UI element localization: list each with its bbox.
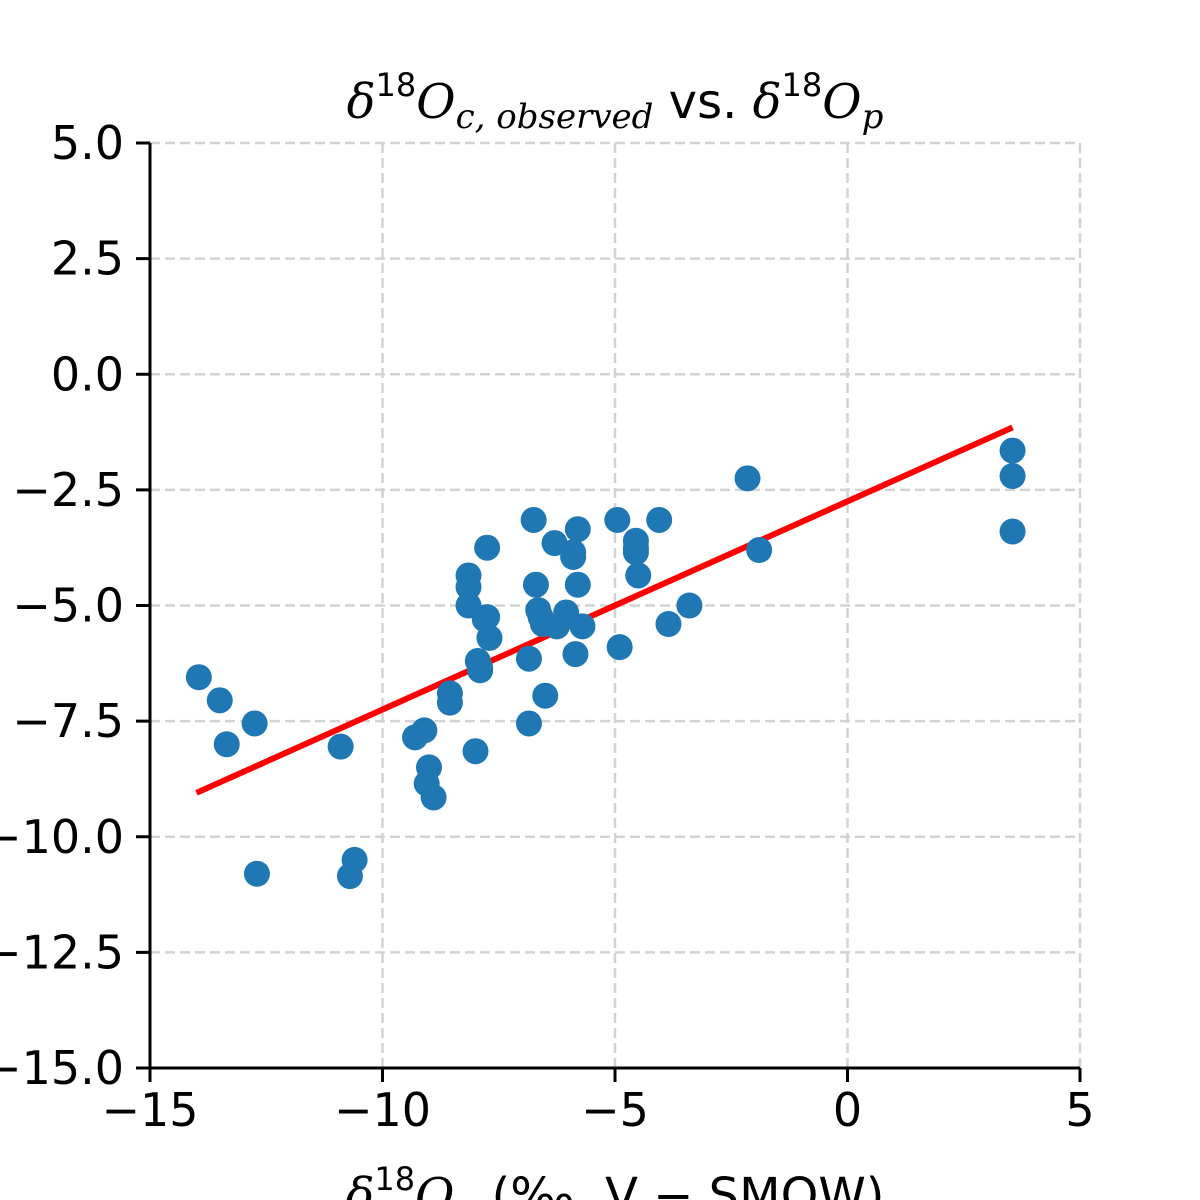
- data-point: [625, 562, 652, 589]
- title-o-1: O: [416, 74, 455, 130]
- title-sub-1: c, observed: [456, 97, 654, 137]
- data-point: [436, 689, 463, 716]
- data-point: [606, 634, 633, 661]
- data-point: [562, 641, 589, 668]
- data-points: [185, 437, 1026, 890]
- tick-marks: −15 −10 −5 0 5 5.0 2.5 0.0 −2.5 −5.0 −7.5 −10.0 −12.…: [0, 116, 1095, 1137]
- data-point: [999, 437, 1026, 464]
- data-point: [564, 516, 591, 543]
- data-point: [213, 731, 240, 758]
- data-point: [515, 645, 542, 672]
- data-point: [462, 738, 489, 765]
- data-point: [420, 784, 447, 811]
- title-sup-1: 18: [376, 66, 417, 104]
- fit-line-group: [195, 424, 1014, 796]
- data-point: [241, 710, 268, 737]
- data-point: [471, 606, 498, 633]
- y-tick-label: −15.0: [0, 1041, 124, 1095]
- xlabel-sub: p: [454, 1191, 476, 1200]
- data-point: [999, 463, 1026, 489]
- data-point: [676, 592, 703, 619]
- y-tick-label: 2.5: [51, 232, 124, 286]
- data-point: [569, 613, 596, 640]
- title-sub-2: p: [862, 97, 884, 137]
- title-delta-2: δ: [753, 74, 782, 130]
- xlabel-delta: δ: [345, 1168, 374, 1200]
- data-point: [206, 687, 233, 714]
- data-point: [327, 733, 354, 760]
- title-vs: vs.: [653, 74, 752, 130]
- xlabel-o: O: [415, 1168, 454, 1200]
- data-point: [564, 571, 591, 598]
- x-tick-label: −15: [101, 1083, 198, 1137]
- xlabel-rest: (‰, V − SMOW): [476, 1168, 884, 1200]
- y-tick-label: −5.0: [12, 579, 124, 633]
- data-point: [622, 534, 649, 561]
- y-tick-label: 5.0: [51, 116, 124, 170]
- y-tick-label: −10.0: [0, 810, 124, 864]
- data-point: [474, 534, 501, 561]
- y-tick-label: −7.5: [12, 694, 124, 748]
- x-axis-label: δ18Op (‰, V − SMOW): [345, 1160, 884, 1200]
- data-point: [520, 506, 547, 533]
- x-tick-label: 5: [1065, 1083, 1094, 1137]
- data-point: [734, 465, 761, 492]
- data-point: [746, 537, 773, 563]
- data-point: [646, 506, 673, 533]
- title-sup-2: 18: [782, 66, 823, 104]
- x-tick-label: 0: [833, 1083, 862, 1137]
- y-tick-label: −12.5: [0, 925, 124, 979]
- grid-lines: [148, 141, 1082, 1070]
- title-o-2: O: [822, 74, 861, 130]
- data-point: [515, 710, 542, 737]
- title-delta-1: δ: [347, 74, 376, 130]
- chart-title: δ18Oc, observed vs. δ18Op: [347, 66, 884, 137]
- data-point: [341, 846, 368, 873]
- x-tick-label: −5: [581, 1083, 649, 1137]
- data-point: [467, 657, 494, 684]
- y-tick-label: 0.0: [51, 347, 124, 401]
- data-point: [655, 611, 682, 637]
- data-point: [243, 860, 270, 887]
- data-point: [455, 574, 482, 600]
- data-point: [185, 664, 212, 691]
- data-point: [999, 518, 1026, 545]
- data-point: [522, 571, 549, 598]
- x-tick-label: −10: [334, 1083, 431, 1137]
- data-point: [532, 682, 559, 709]
- data-point: [560, 539, 587, 566]
- data-point: [411, 717, 438, 744]
- xlabel-sup: 18: [374, 1160, 415, 1198]
- y-tick-label: −2.5: [12, 463, 124, 517]
- fit-line: [195, 424, 1014, 796]
- data-point: [604, 506, 631, 533]
